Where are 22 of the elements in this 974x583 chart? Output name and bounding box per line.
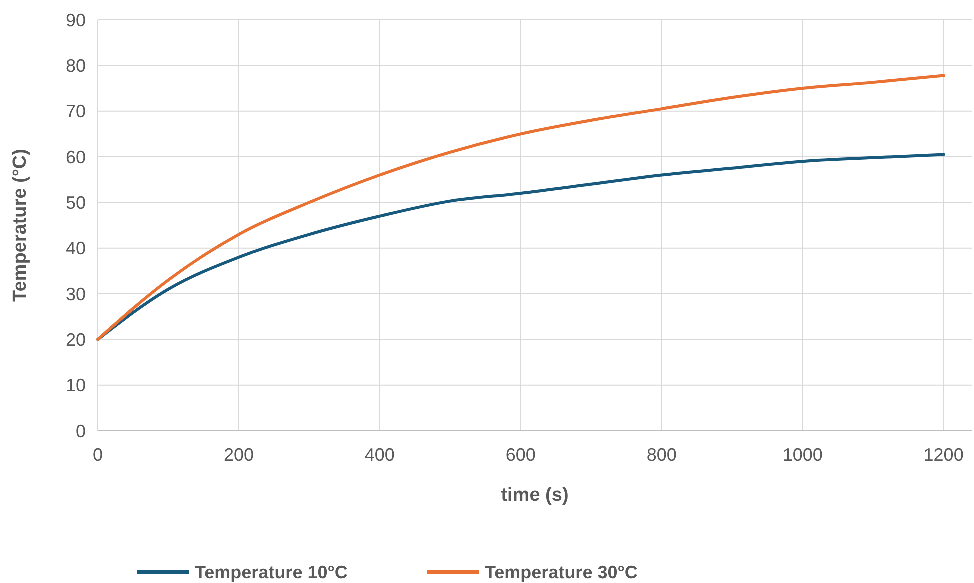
legend-label: Temperature 30°C bbox=[485, 562, 638, 582]
y-tick-label: 70 bbox=[66, 102, 86, 122]
y-tick-label: 20 bbox=[66, 330, 86, 350]
line-series bbox=[96, 74, 946, 342]
legend-label: Temperature 10°C bbox=[195, 562, 348, 582]
x-tick-label: 1000 bbox=[782, 445, 823, 465]
y-tick-label: 90 bbox=[66, 10, 86, 30]
x-tick-label: 200 bbox=[224, 445, 254, 465]
y-tick-label: 0 bbox=[76, 421, 86, 442]
y-tick-label: 30 bbox=[66, 284, 86, 304]
y-axis-title: Temperature (°C) bbox=[10, 149, 31, 302]
y-tick-label: 50 bbox=[66, 192, 86, 213]
x-tick-label: 1200 bbox=[924, 445, 964, 465]
x-axis-title: time (s) bbox=[501, 485, 569, 506]
y-tick-label: 60 bbox=[66, 147, 86, 168]
y-tick-label: 80 bbox=[66, 56, 86, 76]
x-tick-label: 400 bbox=[364, 445, 395, 465]
x-tick-label: 800 bbox=[646, 445, 677, 465]
y-tick-label: 10 bbox=[66, 376, 86, 396]
x-tick-label: 0 bbox=[92, 445, 104, 465]
x-tick-label: 600 bbox=[506, 445, 536, 465]
y-tick-label: 40 bbox=[66, 238, 86, 259]
